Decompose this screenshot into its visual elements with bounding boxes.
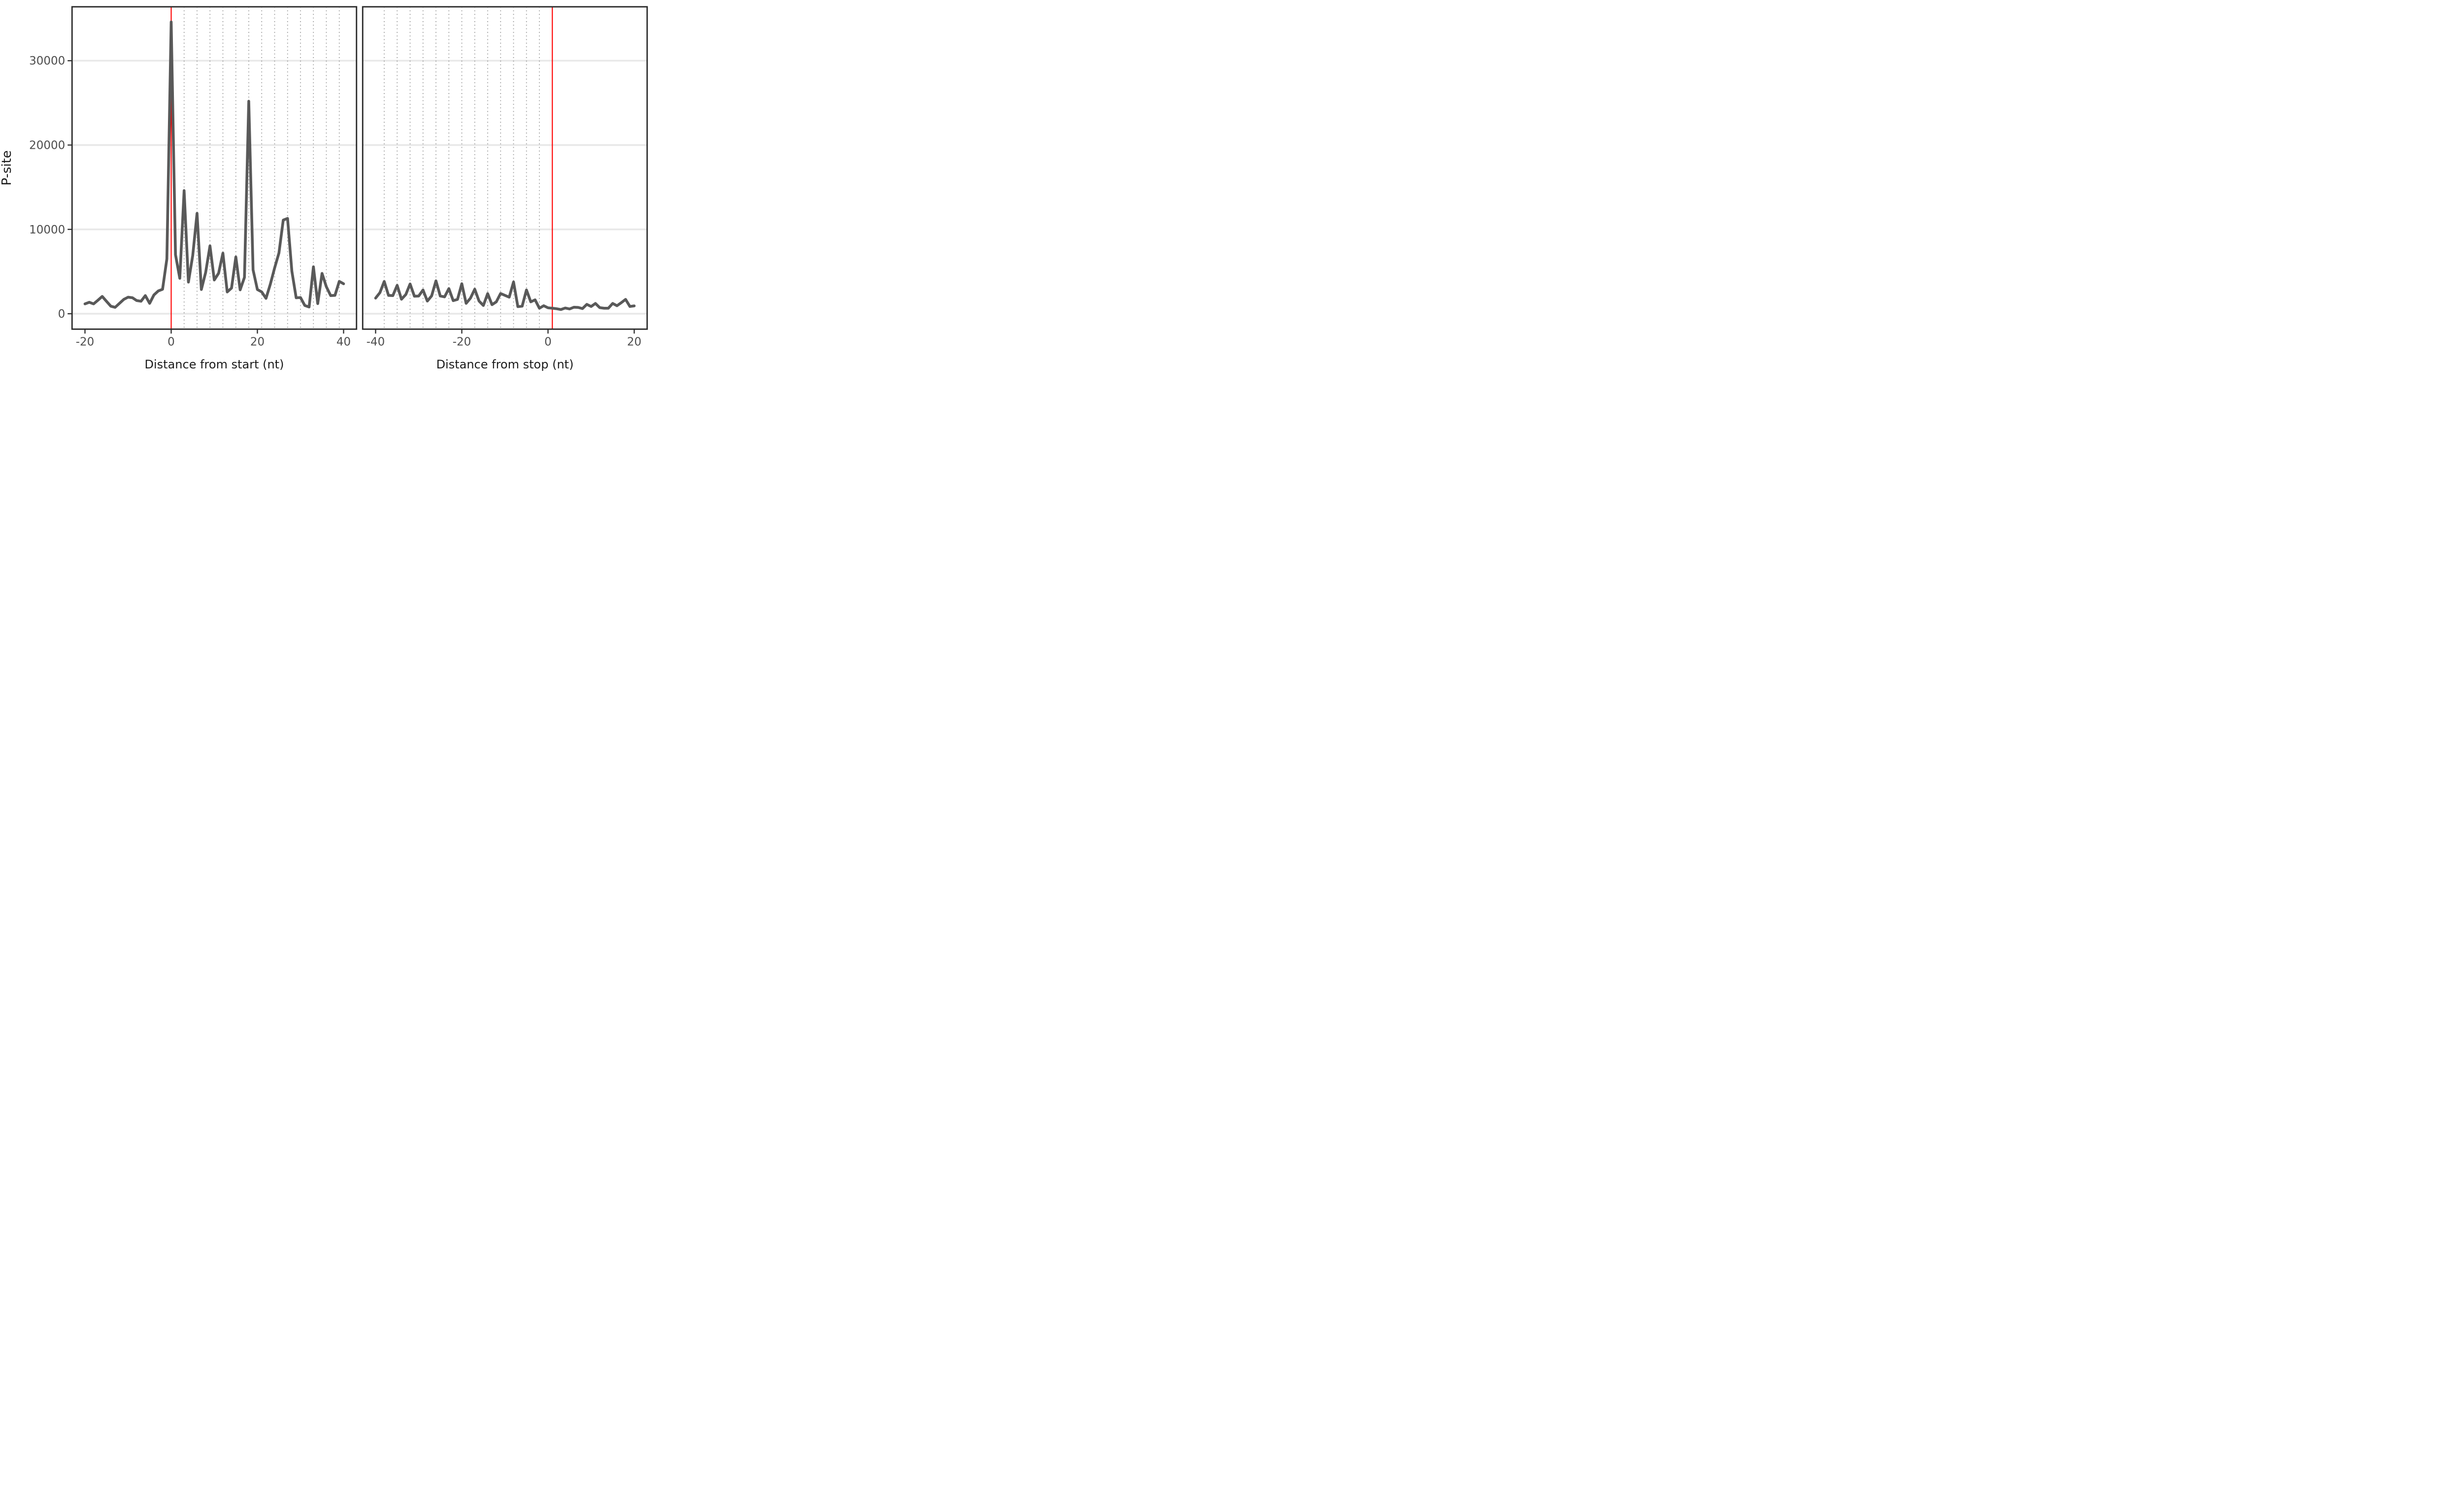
x-tick-label: -20 [453,335,471,348]
x-tick-label: 20 [250,335,265,348]
x-tick-label: 0 [544,335,552,348]
x-tick-label: -20 [76,335,95,348]
y-tick-label: 10000 [29,224,65,236]
y-tick-label: 20000 [29,139,65,152]
panel-border [362,6,648,330]
x-tick-label: 0 [167,335,175,348]
y-axis-title: P-site [0,150,14,186]
x-axis-title-stop: Distance from stop (nt) [436,358,574,371]
x-tick-label: 40 [336,335,351,348]
p-site-profile-line [374,279,636,311]
metagene-profile-figure: -20 0 20 40 0 10000 20000 30000 -40 -20 0 20 Distan… [0,0,655,378]
y-tick-label: 0 [58,308,66,321]
y-tick-label: 30000 [29,55,65,67]
figure-canvas: -20 0 20 40 0 10000 20000 30000 -40 -20 0 20 [29,6,648,348]
x-tick-label: 20 [627,335,641,348]
x-axis-title-start: Distance from start (nt) [144,358,284,371]
panel-border [71,6,358,330]
x-tick-label: -40 [366,335,385,348]
p-site-profile-line [83,20,345,309]
